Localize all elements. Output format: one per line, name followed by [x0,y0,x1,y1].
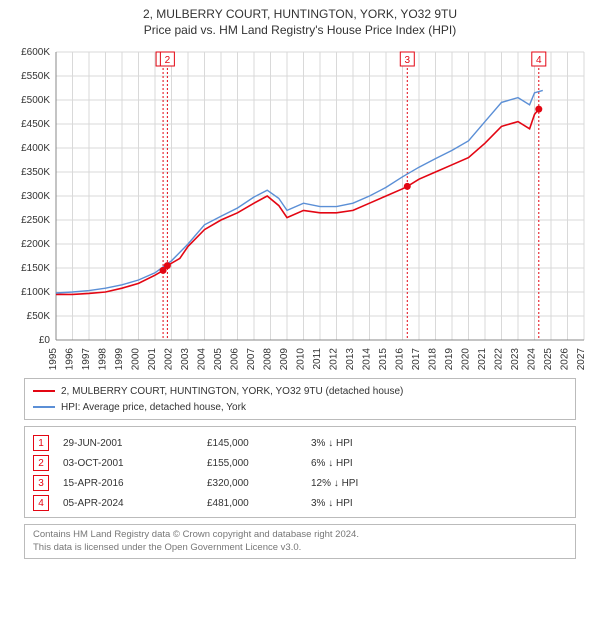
svg-text:2014: 2014 [362,348,373,371]
svg-text:2026: 2026 [560,348,571,371]
footer: Contains HM Land Registry data © Crown c… [24,524,576,559]
svg-text:2005: 2005 [213,348,224,371]
svg-text:£550K: £550K [21,71,50,82]
svg-text:2016: 2016 [395,348,406,371]
row-price: £155,000 [207,458,297,469]
legend-label-property: 2, MULBERRY COURT, HUNTINGTON, YORK, YO3… [61,386,403,397]
table-row: 4 05-APR-2024 £481,000 3% ↓ HPI [33,493,567,513]
row-date: 05-APR-2024 [63,498,193,509]
title-block: 2, MULBERRY COURT, HUNTINGTON, YORK, YO3… [0,0,600,38]
row-marker: 1 [33,435,49,451]
chart: £0 £50K £100K £150K £200K £250K £300K £350K £400… [8,42,592,372]
svg-text:1996: 1996 [65,348,76,371]
svg-text:1999: 1999 [114,348,125,371]
svg-text:2006: 2006 [230,348,241,371]
svg-text:1998: 1998 [98,348,109,371]
svg-text:2: 2 [165,55,171,66]
svg-text:2008: 2008 [263,348,274,371]
row-marker: 3 [33,475,49,491]
svg-text:2009: 2009 [279,348,290,371]
svg-text:2027: 2027 [576,348,587,371]
row-marker: 2 [33,455,49,471]
svg-text:2019: 2019 [444,348,455,371]
svg-text:2018: 2018 [428,348,439,371]
svg-text:2007: 2007 [246,348,257,371]
footer-line-1: Contains HM Land Registry data © Crown c… [33,529,567,541]
svg-text:£600K: £600K [21,47,50,58]
legend-row-property: 2, MULBERRY COURT, HUNTINGTON, YORK, YO3… [33,383,567,399]
svg-text:2002: 2002 [164,348,175,371]
row-diff: 3% ↓ HPI [311,438,391,449]
svg-text:1995: 1995 [48,348,59,371]
row-price: £481,000 [207,498,297,509]
row-price: £320,000 [207,478,297,489]
row-diff: 3% ↓ HPI [311,498,391,509]
svg-text:1997: 1997 [81,348,92,371]
table-row: 1 29-JUN-2001 £145,000 3% ↓ HPI [33,433,567,453]
svg-text:2011: 2011 [312,348,323,370]
svg-text:2020: 2020 [461,348,472,371]
legend-swatch-hpi [33,406,55,408]
sales-table: 1 29-JUN-2001 £145,000 3% ↓ HPI 2 03-OCT-2001… [24,426,576,518]
legend-label-hpi: HPI: Average price, detached house, York [61,402,246,413]
svg-text:£50K: £50K [27,311,51,322]
svg-text:£450K: £450K [21,119,50,130]
title-line-2: Price paid vs. HM Land Registry's House … [0,22,600,38]
svg-text:2025: 2025 [543,348,554,371]
table-row: 3 15-APR-2016 £320,000 12% ↓ HPI [33,473,567,493]
row-diff: 12% ↓ HPI [311,478,391,489]
svg-text:£400K: £400K [21,143,50,154]
svg-text:2015: 2015 [378,348,389,371]
chart-svg: £0 £50K £100K £150K £200K £250K £300K £350K £400… [8,42,592,372]
svg-text:£500K: £500K [21,95,50,106]
svg-text:2003: 2003 [180,348,191,371]
svg-text:3: 3 [405,55,411,66]
footer-line-2: This data is licensed under the Open Gov… [33,542,567,554]
legend-row-hpi: HPI: Average price, detached house, York [33,399,567,415]
row-price: £145,000 [207,438,297,449]
legend: 2, MULBERRY COURT, HUNTINGTON, YORK, YO3… [24,378,576,420]
svg-text:2013: 2013 [345,348,356,371]
table-row: 2 03-OCT-2001 £155,000 6% ↓ HPI [33,453,567,473]
title-line-1: 2, MULBERRY COURT, HUNTINGTON, YORK, YO3… [0,6,600,22]
svg-text:£100K: £100K [21,287,50,298]
svg-text:2022: 2022 [494,348,505,371]
svg-text:2017: 2017 [411,348,422,371]
svg-text:£300K: £300K [21,191,50,202]
svg-text:£250K: £250K [21,215,50,226]
svg-text:2004: 2004 [197,348,208,371]
row-date: 03-OCT-2001 [63,458,193,469]
svg-text:£200K: £200K [21,239,50,250]
svg-text:2012: 2012 [329,348,340,371]
svg-text:2001: 2001 [147,348,158,371]
svg-text:2021: 2021 [477,348,488,371]
svg-text:2010: 2010 [296,348,307,371]
svg-text:2023: 2023 [510,348,521,371]
svg-text:£350K: £350K [21,167,50,178]
svg-text:2024: 2024 [527,348,538,371]
svg-text:2000: 2000 [131,348,142,371]
legend-swatch-property [33,390,55,392]
row-diff: 6% ↓ HPI [311,458,391,469]
row-marker: 4 [33,495,49,511]
svg-text:£0: £0 [39,335,51,346]
row-date: 15-APR-2016 [63,478,193,489]
svg-text:4: 4 [536,55,542,66]
svg-text:£150K: £150K [21,263,50,274]
row-date: 29-JUN-2001 [63,438,193,449]
